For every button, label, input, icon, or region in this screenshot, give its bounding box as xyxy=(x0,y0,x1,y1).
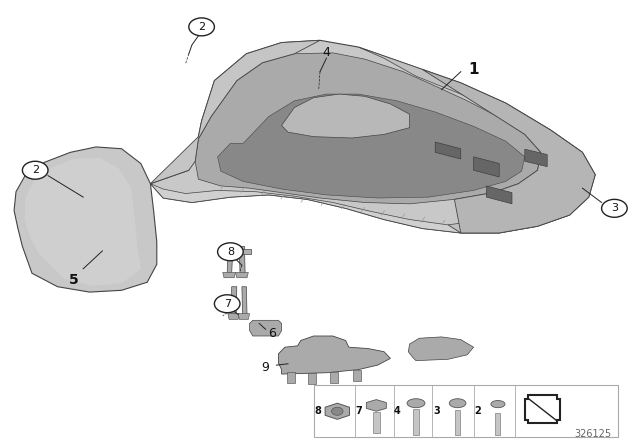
Polygon shape xyxy=(227,246,233,273)
Polygon shape xyxy=(150,184,461,233)
Circle shape xyxy=(218,243,243,261)
Bar xyxy=(373,412,380,433)
Circle shape xyxy=(332,407,343,415)
Bar xyxy=(314,385,618,437)
Text: 8: 8 xyxy=(315,406,321,416)
Polygon shape xyxy=(239,246,245,273)
Ellipse shape xyxy=(449,399,466,408)
Text: 3: 3 xyxy=(611,203,618,213)
Polygon shape xyxy=(325,403,349,419)
Text: 4: 4 xyxy=(394,406,400,416)
Bar xyxy=(495,413,500,435)
Text: 2: 2 xyxy=(475,406,481,416)
Text: 3: 3 xyxy=(433,406,440,416)
Polygon shape xyxy=(238,314,250,319)
Polygon shape xyxy=(250,320,282,336)
Polygon shape xyxy=(330,372,338,383)
Ellipse shape xyxy=(491,401,505,408)
Text: 6: 6 xyxy=(268,327,276,340)
Circle shape xyxy=(214,295,240,313)
Text: 5: 5 xyxy=(68,273,79,287)
Text: 2: 2 xyxy=(31,165,39,175)
Text: 9: 9 xyxy=(262,361,269,374)
Circle shape xyxy=(602,199,627,217)
Polygon shape xyxy=(223,249,251,254)
Polygon shape xyxy=(435,142,461,159)
Text: 2: 2 xyxy=(198,22,205,32)
Text: 8: 8 xyxy=(227,247,234,257)
Polygon shape xyxy=(14,147,157,292)
Polygon shape xyxy=(408,337,474,361)
Polygon shape xyxy=(236,272,248,278)
Ellipse shape xyxy=(407,399,425,408)
Polygon shape xyxy=(150,40,595,233)
Polygon shape xyxy=(422,69,595,233)
Circle shape xyxy=(22,161,48,179)
Polygon shape xyxy=(474,157,499,177)
Polygon shape xyxy=(366,400,387,411)
Bar xyxy=(455,410,460,435)
Text: 326125: 326125 xyxy=(574,429,611,439)
Text: 4: 4 xyxy=(323,46,330,60)
Polygon shape xyxy=(525,149,547,167)
Polygon shape xyxy=(358,47,595,233)
Polygon shape xyxy=(242,287,247,316)
Text: 1: 1 xyxy=(468,62,479,77)
Polygon shape xyxy=(150,40,320,184)
Text: 7: 7 xyxy=(355,406,362,416)
Polygon shape xyxy=(308,373,316,384)
Polygon shape xyxy=(287,372,295,383)
Polygon shape xyxy=(195,53,541,204)
Bar xyxy=(413,409,419,435)
Polygon shape xyxy=(228,314,239,319)
Polygon shape xyxy=(278,336,390,374)
Polygon shape xyxy=(223,272,236,278)
Circle shape xyxy=(189,18,214,36)
Polygon shape xyxy=(282,94,410,138)
Polygon shape xyxy=(218,94,525,198)
Polygon shape xyxy=(486,186,512,204)
Polygon shape xyxy=(353,370,361,381)
Polygon shape xyxy=(24,158,141,286)
Polygon shape xyxy=(232,287,237,316)
Text: 7: 7 xyxy=(223,299,231,309)
